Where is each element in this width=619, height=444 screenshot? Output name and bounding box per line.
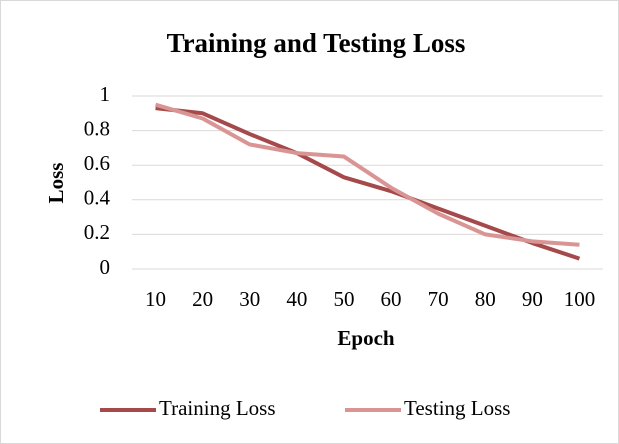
line-series [155,106,581,261]
x-tick-label: 50 [333,287,354,311]
y-tick-label: 1 [100,82,111,106]
y-tick-label: 0.8 [84,116,110,140]
x-tick-label: 80 [475,287,496,311]
legend-label: Training Loss [159,396,276,420]
y-axis-label: Loss [44,163,68,204]
x-tick-label: 100 [564,287,596,311]
x-tick-label: 90 [522,287,543,311]
x-tick-label: 60 [381,287,402,311]
legend-label: Testing Loss [404,396,510,420]
chart-title: Training and Testing Loss [167,28,466,58]
x-tick-label: 40 [286,287,307,311]
x-tick-label: 70 [428,287,449,311]
x-tick-label: 30 [239,287,260,311]
y-tick-label: 0 [100,255,111,279]
x-axis-label: Epoch [337,326,395,350]
y-tick-label: 0.2 [84,220,110,244]
x-tick-label: 20 [192,287,213,311]
y-tick-label: 0.4 [84,186,111,210]
line-series [154,102,580,247]
x-tick-label: 10 [145,287,166,311]
y-tick-label: 0.6 [84,151,110,175]
